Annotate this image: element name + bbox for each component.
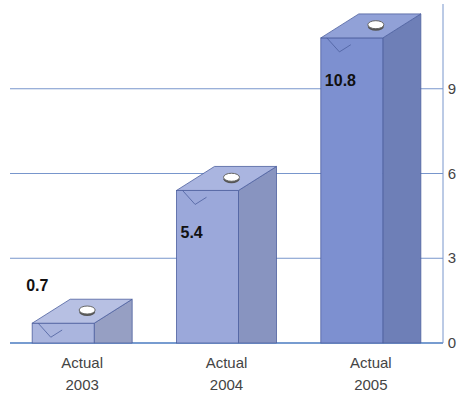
bars bbox=[32, 14, 421, 343]
carton-top bbox=[32, 299, 132, 323]
bar bbox=[321, 38, 383, 343]
carton-fold bbox=[38, 323, 62, 337]
carton-side bbox=[383, 14, 421, 343]
category-label: Actual 2005 bbox=[350, 354, 392, 393]
data-label: 0.7 bbox=[26, 277, 48, 294]
carton-fold bbox=[183, 190, 207, 204]
category-label: Actual 2004 bbox=[206, 354, 248, 393]
category-line: 2004 bbox=[210, 376, 243, 393]
bar bbox=[32, 323, 94, 343]
cap bbox=[224, 173, 240, 181]
tick-label: 9 bbox=[448, 80, 456, 97]
labels: 0.7 Actual 2003 5.4 Actual 2004 10.8 Actual 2005 bbox=[26, 72, 392, 393]
category-line: Actual bbox=[206, 354, 248, 371]
cap bbox=[79, 306, 95, 314]
category-line: Actual bbox=[350, 354, 392, 371]
carton-top bbox=[177, 166, 277, 190]
cap bbox=[368, 21, 384, 29]
category-line: 2005 bbox=[354, 376, 387, 393]
carton-top bbox=[321, 14, 421, 38]
tick-label: 6 bbox=[448, 165, 456, 182]
y-axis-line bbox=[443, 4, 444, 343]
data-label: 5.4 bbox=[181, 224, 203, 241]
bar bbox=[177, 190, 239, 343]
carton-fold bbox=[327, 38, 351, 52]
tick-label: 3 bbox=[448, 249, 456, 266]
category-label: Actual 2003 bbox=[61, 354, 103, 393]
tick-label: 0 bbox=[448, 334, 456, 351]
carton-side bbox=[239, 166, 277, 343]
chart: 0 3 6 9 0.7 Actual 2003 5.4 Actual 2004 10.8 Actual… bbox=[0, 0, 461, 406]
category-line: Actual bbox=[61, 354, 103, 371]
category-line: 2003 bbox=[65, 376, 98, 393]
data-label: 10.8 bbox=[325, 72, 356, 89]
